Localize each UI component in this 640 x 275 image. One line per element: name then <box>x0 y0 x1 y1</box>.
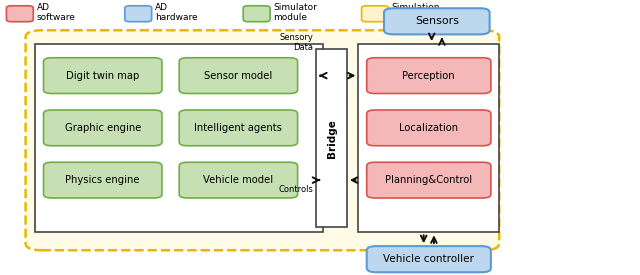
Text: Simulation
test: Simulation test <box>392 3 440 22</box>
FancyBboxPatch shape <box>6 6 33 22</box>
FancyBboxPatch shape <box>44 162 162 198</box>
FancyBboxPatch shape <box>367 58 491 94</box>
FancyBboxPatch shape <box>243 6 270 22</box>
FancyBboxPatch shape <box>384 8 490 34</box>
FancyBboxPatch shape <box>367 246 491 272</box>
FancyBboxPatch shape <box>125 6 152 22</box>
FancyBboxPatch shape <box>44 110 162 146</box>
FancyBboxPatch shape <box>367 110 491 146</box>
Text: Digit twin map: Digit twin map <box>66 71 140 81</box>
Text: Bridge: Bridge <box>326 119 337 158</box>
FancyBboxPatch shape <box>44 58 162 94</box>
FancyBboxPatch shape <box>179 58 298 94</box>
Text: Simulator
module: Simulator module <box>273 3 317 22</box>
Text: Localization: Localization <box>399 123 458 133</box>
Text: AD
hardware: AD hardware <box>155 3 198 22</box>
Text: Perception: Perception <box>403 71 455 81</box>
Text: Vehicle controller: Vehicle controller <box>383 254 474 264</box>
Text: Physics engine: Physics engine <box>65 175 140 185</box>
FancyBboxPatch shape <box>367 162 491 198</box>
FancyBboxPatch shape <box>35 44 323 232</box>
Text: Sensors: Sensors <box>415 16 459 26</box>
Text: Intelligent agents: Intelligent agents <box>195 123 282 133</box>
FancyBboxPatch shape <box>26 30 499 250</box>
Text: Sensor model: Sensor model <box>204 71 273 81</box>
Text: Vehicle model: Vehicle model <box>204 175 273 185</box>
FancyBboxPatch shape <box>358 44 499 232</box>
FancyBboxPatch shape <box>316 50 347 227</box>
Text: Graphic engine: Graphic engine <box>65 123 141 133</box>
FancyBboxPatch shape <box>179 110 298 146</box>
FancyBboxPatch shape <box>179 162 298 198</box>
Text: AD
software: AD software <box>36 3 76 22</box>
Text: Planning&Control: Planning&Control <box>385 175 472 185</box>
Text: Controls: Controls <box>278 185 313 194</box>
Text: Sensory
Data: Sensory Data <box>279 33 313 52</box>
FancyBboxPatch shape <box>362 6 388 22</box>
